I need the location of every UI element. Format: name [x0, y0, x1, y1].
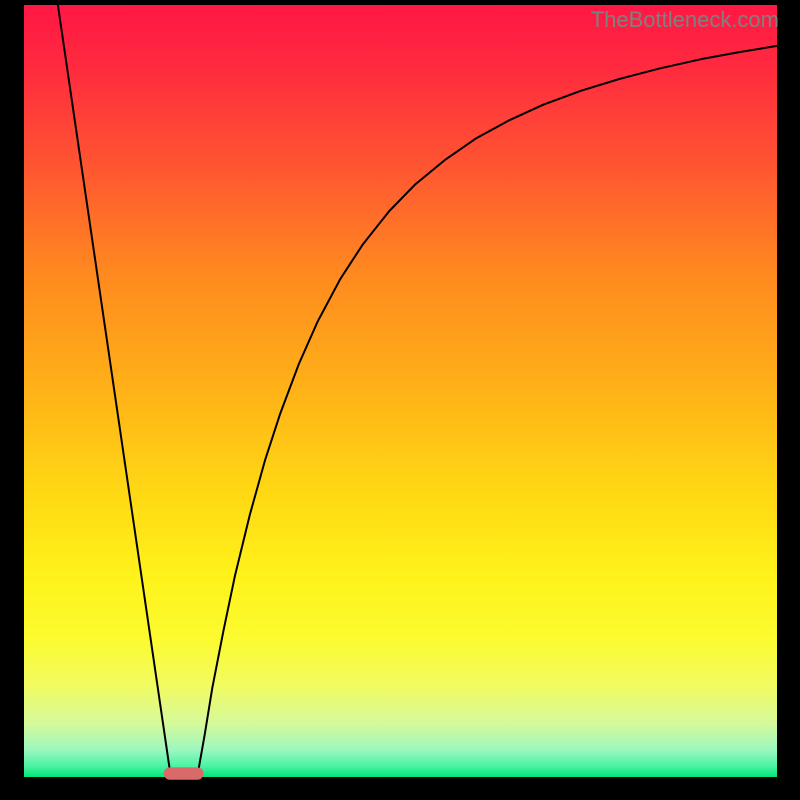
chart-container: TheBottleneck.com [0, 0, 800, 800]
watermark-text: TheBottleneck.com [591, 7, 779, 33]
minimum-marker [164, 767, 204, 779]
right-asymptotic-curve [197, 46, 777, 777]
curves-layer [24, 5, 777, 777]
left-descending-line [58, 5, 171, 777]
plot-area [24, 5, 777, 777]
